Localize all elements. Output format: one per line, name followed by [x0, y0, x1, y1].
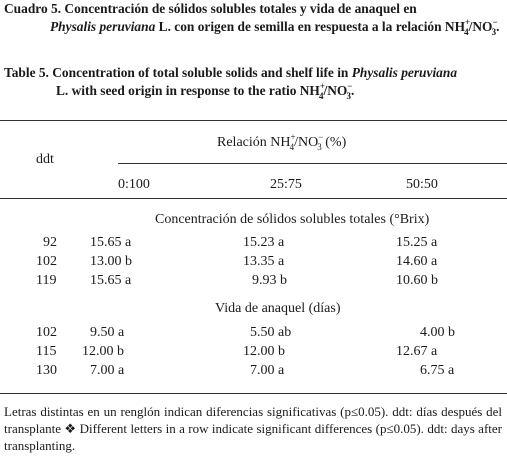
column-header: 50:50 [406, 177, 438, 192]
table-bottom-rule [0, 393, 507, 394]
column-header: 25:75 [270, 177, 302, 192]
species-name: Physalis peruviana [351, 65, 458, 80]
value-cell: 12.67 a [396, 344, 438, 359]
caption-label: Table 5. [4, 65, 49, 80]
column-header: 0:100 [118, 177, 150, 192]
ddt-cell: 119 [36, 273, 57, 288]
value-cell: 7.00 a [250, 363, 285, 378]
value-cell: 15.65 a [90, 235, 132, 250]
value-cell: 10.60 b [396, 273, 438, 288]
section-title: Concentración de sólidos solubles totale… [155, 212, 430, 227]
value-cell: 6.75 a [420, 363, 455, 378]
value-cell: 7.00 a [90, 363, 125, 378]
caption-text: Concentración de sólidos solubles totale… [64, 1, 417, 16]
group-header-rule [118, 163, 507, 164]
ddt-cell: 115 [36, 344, 57, 359]
value-cell: 15.65 a [90, 273, 132, 288]
value-cell: 4.00 b [420, 325, 455, 340]
ddt-cell: 102 [36, 325, 57, 340]
caption-text: Concentration of total soluble solids an… [52, 65, 349, 80]
value-cell: 14.60 a [396, 254, 438, 269]
value-cell: 9.50 a [90, 325, 125, 340]
ddt-cell: 130 [36, 363, 57, 378]
value-cell: 15.23 a [243, 235, 285, 250]
value-cell: 9.93 b [252, 273, 287, 288]
caption-text: L. with seed origin in response to the r… [56, 83, 320, 98]
ddt-cell: 102 [36, 254, 57, 269]
caption-text: L. con origen de semilla en respuesta a … [158, 19, 465, 34]
table-footnote: Letras distintas en un renglón indican d… [4, 404, 502, 453]
header-bottom-rule [0, 198, 507, 199]
ddt-cell: 92 [43, 235, 57, 250]
group-header: Relación NH+4/NO−3 (%) [217, 132, 347, 152]
value-cell: 12.00 b [82, 344, 124, 359]
caption-spanish: Cuadro 5. Concentración de sólidos solub… [4, 1, 500, 37]
caption-label: Cuadro 5. [4, 1, 62, 16]
value-cell: 5.50 ab [250, 325, 292, 340]
species-name: Physalis peruviana [50, 19, 156, 34]
value-cell: 15.25 a [396, 235, 438, 250]
caption-english: Table 5. Concentration of total soluble … [4, 65, 458, 101]
value-cell: 13.00 b [90, 254, 132, 269]
value-cell: 12.00 b [243, 344, 285, 359]
section-title: Vida de anaquel (días) [215, 301, 341, 316]
row-header-ddt: ddt [36, 152, 54, 167]
value-cell: 13.35 a [243, 254, 285, 269]
table-top-rule [0, 120, 507, 121]
